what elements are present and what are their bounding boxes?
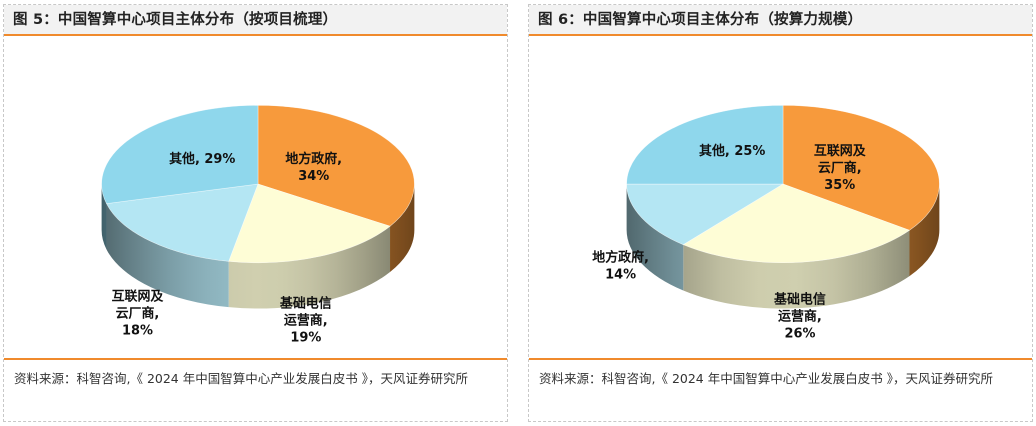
- pie-data-label: 地方政府, 14%: [592, 250, 649, 283]
- pie-slice-side: [683, 230, 910, 309]
- pie-side-walls: [626, 184, 940, 309]
- chart-panel-left: 图 5：中国智算中心项目主体分布（按项目梳理） 地方政府, 34% 基础电信运营商,…: [3, 4, 508, 422]
- pie-top: [101, 105, 415, 264]
- pie-slice: [257, 105, 415, 227]
- pie-chart-svg: 互联网及云厂商, 35% 基础电信运营商, 26% 地方政府, 14% 其他, 25%: [592, 105, 940, 341]
- pie-top: [626, 105, 940, 264]
- pie-labels: 互联网及云厂商, 35% 基础电信运营商, 26% 地方政府, 14% 其他, 25%: [592, 143, 865, 341]
- pie-chart-right: 互联网及云厂商, 35% 基础电信运营商, 26% 地方政府, 14% 其他, 25%: [529, 38, 1032, 356]
- chart-panel-right: 图 6：中国智算中心项目主体分布（按算力规模） 互联网及云厂商, 35% 基础电信运…: [528, 4, 1033, 422]
- pie-slice: [101, 105, 259, 204]
- pie-data-label: 基础电信运营商, 26%: [773, 292, 826, 342]
- pie-slice-side: [228, 226, 391, 309]
- pie-slice: [626, 105, 784, 185]
- chart-title: 图 5：中国智算中心项目主体分布（按项目梳理）: [4, 5, 507, 36]
- pie-slice: [228, 183, 391, 264]
- pie-data-label: 地方政府, 34%: [285, 151, 342, 184]
- pie-slice: [626, 183, 785, 246]
- pie-slice-side: [101, 184, 107, 250]
- pie-chart-svg: 地方政府, 34% 基础电信运营商, 19% 互联网及云厂商, 18% 其他, 29%: [101, 105, 415, 345]
- pie-chart-left: 地方政府, 34% 基础电信运营商, 19% 互联网及云厂商, 18% 其他, 29%: [4, 38, 507, 356]
- pie-slice: [782, 105, 940, 231]
- chart-title: 图 6：中国智算中心项目主体分布（按算力规模）: [529, 5, 1032, 36]
- pie-data-label: 其他, 25%: [699, 143, 765, 159]
- pie-slice-side: [909, 184, 940, 277]
- pie-data-label: 互联网及云厂商, 35%: [814, 144, 866, 193]
- pie-slice-side: [626, 184, 684, 291]
- pie-data-label: 其他, 29%: [169, 151, 235, 167]
- pie-slice: [682, 183, 911, 264]
- chart-source: 资料来源：科智咨询,《 2024 年中国智算中心产业发展白皮书 》，天风证券研究…: [4, 358, 507, 421]
- pie-data-label: 互联网及云厂商, 18%: [112, 290, 164, 339]
- pie-data-label: 基础电信运营商, 19%: [279, 296, 332, 346]
- chart-source: 资料来源：科智咨询,《 2024 年中国智算中心产业发展白皮书 》，天风证券研究…: [529, 358, 1032, 421]
- pie-slice: [106, 183, 259, 262]
- pie-labels: 地方政府, 34% 基础电信运营商, 19% 互联网及云厂商, 18% 其他, 29%: [112, 151, 343, 345]
- pie-slice-side: [106, 203, 229, 308]
